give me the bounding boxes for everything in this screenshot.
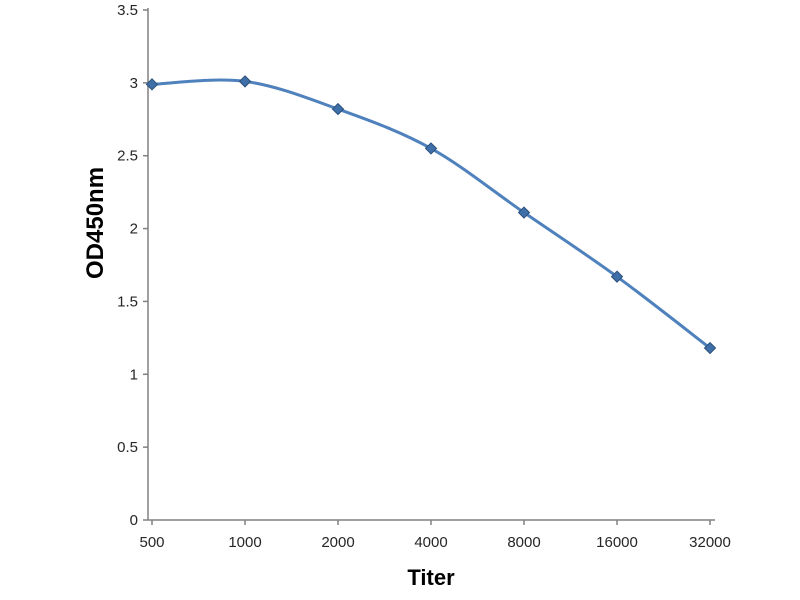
x-tick-label: 500 — [139, 534, 164, 551]
y-tick-label: 1 — [130, 366, 138, 383]
data-point-marker — [517, 206, 531, 219]
data-point-marker — [331, 102, 345, 116]
x-tick-label: 2000 — [321, 534, 354, 551]
x-axis-title: Titer — [407, 565, 455, 590]
y-tick-label: 0 — [130, 512, 138, 529]
x-tick-label: 1000 — [228, 534, 261, 551]
x-tick-label: 4000 — [414, 534, 447, 551]
y-tick-label: 3.5 — [117, 2, 138, 19]
data-point-marker — [610, 270, 624, 283]
data-point-marker — [703, 341, 717, 355]
series-line — [150, 78, 712, 350]
y-tick-label: 2.5 — [117, 148, 138, 165]
y-tick-label: 2 — [130, 221, 138, 238]
data-point-marker — [238, 75, 252, 88]
data-point-marker — [424, 142, 438, 155]
x-tick-label: 32000 — [689, 534, 731, 551]
y-axis-title: OD450nm — [82, 166, 110, 279]
x-tick-label: 8000 — [507, 534, 540, 551]
y-tick-label: 3 — [130, 75, 138, 92]
x-tick-label: 16000 — [596, 534, 638, 551]
y-tick-label: 0.5 — [117, 439, 138, 456]
data-point-marker — [145, 78, 159, 91]
y-tick-label: 1.5 — [117, 293, 138, 310]
